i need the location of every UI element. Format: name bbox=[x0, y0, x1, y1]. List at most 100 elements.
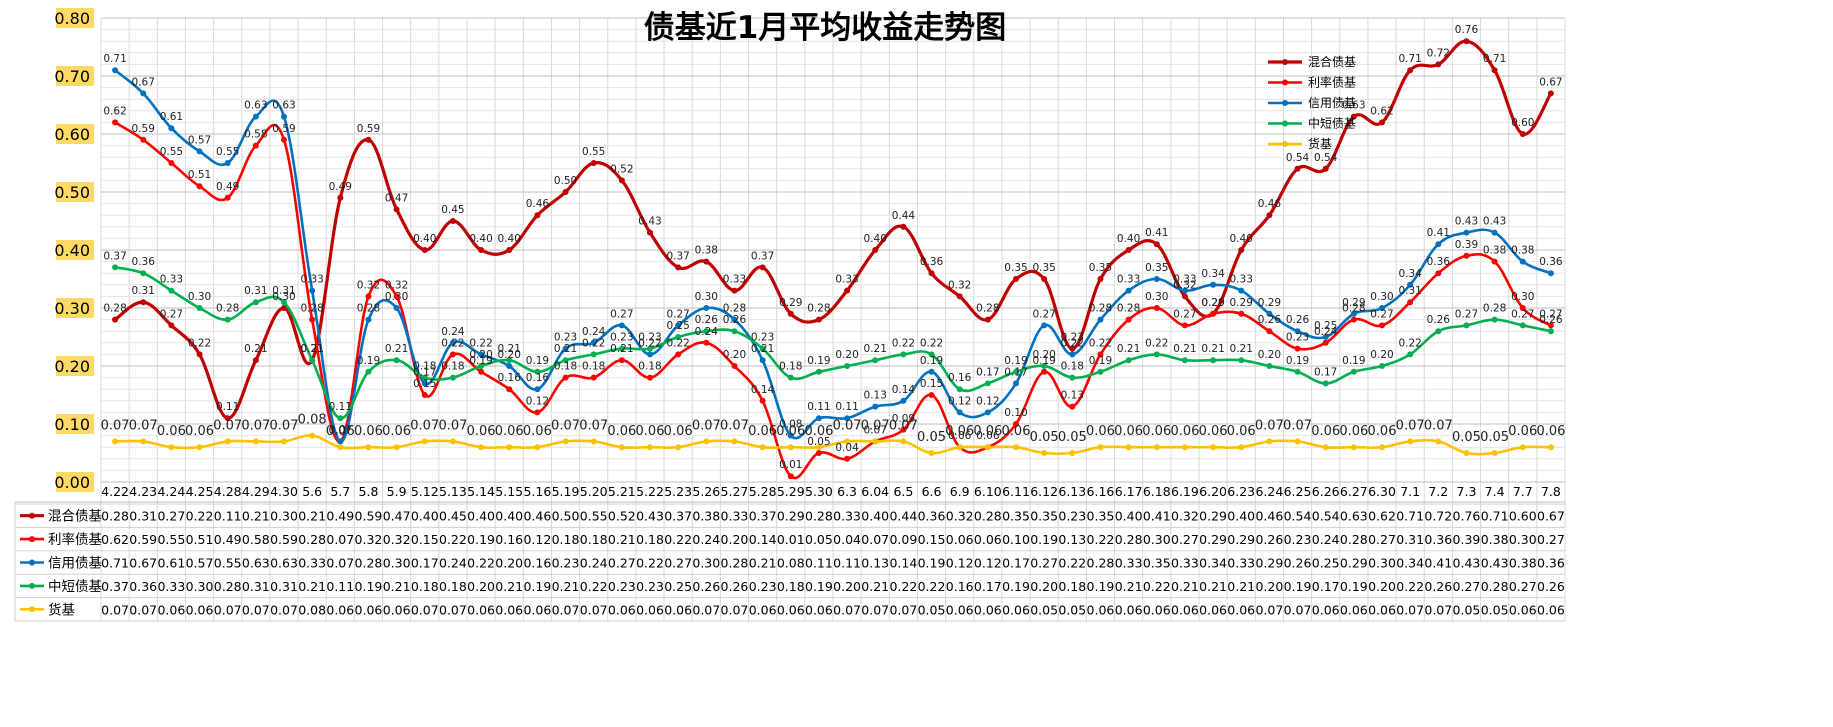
x-tick-label: 5.20 bbox=[580, 484, 608, 499]
data-point bbox=[1407, 281, 1414, 288]
table-cell: 0.06 bbox=[1312, 602, 1340, 617]
table-cell: 0.59 bbox=[355, 509, 383, 524]
data-label: 0.06 bbox=[1199, 424, 1228, 439]
table-cell: 0.18 bbox=[439, 579, 467, 594]
y-tick-label: 0.20 bbox=[54, 357, 90, 376]
data-point bbox=[787, 310, 794, 317]
data-point bbox=[984, 444, 991, 451]
data-point bbox=[1210, 310, 1217, 317]
data-point bbox=[1322, 444, 1329, 451]
data-label: 0.30 bbox=[385, 291, 408, 303]
table-cell: 0.58 bbox=[242, 532, 270, 547]
table-cell: 0.06 bbox=[1227, 602, 1255, 617]
data-label: 0.05 bbox=[1452, 430, 1481, 445]
table-cell: 0.25 bbox=[1312, 556, 1340, 571]
table-cell: 0.20 bbox=[1030, 579, 1058, 594]
data-label: 0.16 bbox=[948, 372, 972, 384]
table-cell: 0.22 bbox=[636, 556, 664, 571]
table-cell: 0.44 bbox=[889, 509, 917, 524]
table-row-header: 信用债基 bbox=[48, 555, 102, 572]
data-label: 0.23 bbox=[751, 332, 774, 344]
legend-swatch-marker bbox=[1282, 79, 1288, 86]
data-label: 0.35 bbox=[1004, 262, 1027, 274]
data-label: 0.60 bbox=[1511, 117, 1534, 129]
data-label: 0.20 bbox=[1370, 349, 1393, 361]
table-cell: 0.19 bbox=[918, 556, 946, 571]
data-point bbox=[478, 368, 485, 375]
data-point bbox=[1041, 450, 1048, 456]
data-label: 0.31 bbox=[272, 285, 295, 297]
table-cell: 0.71 bbox=[1481, 509, 1509, 524]
table-cell: 0.07 bbox=[326, 556, 354, 571]
table-cell: 0.06 bbox=[664, 602, 692, 617]
data-point bbox=[140, 299, 147, 306]
x-tick-label: 7.4 bbox=[1485, 484, 1505, 499]
data-label: 0.51 bbox=[188, 169, 211, 181]
x-tick-label: 5.28 bbox=[749, 484, 777, 499]
data-label: 0.19 bbox=[526, 355, 549, 367]
data-point bbox=[1069, 374, 1076, 381]
data-label: 0.16 bbox=[526, 372, 550, 384]
data-label: 0.24 bbox=[441, 326, 465, 338]
data-point bbox=[731, 287, 738, 294]
data-label: 0.24 bbox=[695, 326, 719, 338]
data-point bbox=[365, 368, 372, 375]
table-cell: 0.22 bbox=[664, 532, 692, 547]
data-label: 0.28 bbox=[216, 303, 239, 315]
table-cell: 0.33 bbox=[1115, 556, 1143, 571]
legend-swatch-marker bbox=[1282, 100, 1288, 106]
table-cell: 0.15 bbox=[411, 532, 439, 547]
table-cell: 0.57 bbox=[186, 556, 214, 571]
x-tick-label: 5.14 bbox=[467, 484, 495, 499]
table-cell: 0.12 bbox=[974, 556, 1002, 571]
data-point bbox=[1350, 368, 1357, 375]
chart-title: 债基近1月平均收益走势图 bbox=[644, 10, 1007, 46]
table-cell: 0.34 bbox=[1199, 556, 1227, 571]
data-point bbox=[1153, 305, 1160, 311]
table-cell: 0.40 bbox=[861, 509, 889, 524]
data-label: 0.20 bbox=[498, 349, 521, 361]
table-cell: 0.27 bbox=[1030, 556, 1058, 571]
table-cell: 0.27 bbox=[1509, 579, 1537, 594]
data-label: 0.07 bbox=[833, 418, 862, 433]
data-label: 0.06 bbox=[636, 424, 665, 439]
series-lines bbox=[112, 38, 1554, 480]
x-tick-label: 6.11 bbox=[1002, 484, 1030, 499]
table-cell: 0.28 bbox=[1340, 532, 1368, 547]
table-cell: 0.08 bbox=[777, 556, 805, 571]
data-point bbox=[1238, 310, 1245, 317]
x-tick-label: 5.22 bbox=[636, 484, 664, 499]
x-tick-label: 6.25 bbox=[1284, 484, 1312, 499]
data-label: 0.26 bbox=[695, 314, 719, 326]
data-label: 0.27 bbox=[1511, 308, 1534, 320]
table-cell: 0.35 bbox=[1002, 509, 1030, 524]
data-label: 0.27 bbox=[1032, 308, 1055, 320]
table-cell: 0.33 bbox=[833, 509, 861, 524]
data-point bbox=[1125, 316, 1132, 323]
table-cell: 0.59 bbox=[270, 532, 298, 547]
table-cell: 0.19 bbox=[1340, 579, 1368, 594]
data-label: 0.23 bbox=[554, 332, 577, 344]
table-cell: 0.30 bbox=[270, 509, 298, 524]
table-cell: 0.28 bbox=[101, 509, 129, 524]
data-point bbox=[140, 438, 147, 445]
data-point bbox=[1210, 444, 1217, 451]
table-cell: 0.22 bbox=[1087, 532, 1115, 547]
table-cell: 0.41 bbox=[1424, 556, 1452, 571]
table-cell: 0.49 bbox=[214, 532, 242, 547]
data-label: 0.49 bbox=[216, 181, 239, 193]
data-point bbox=[675, 264, 682, 271]
table-cell: 0.01 bbox=[777, 532, 805, 547]
y-tick-label: 0.10 bbox=[54, 415, 90, 434]
data-point bbox=[647, 345, 653, 352]
table-cell: 0.07 bbox=[721, 602, 749, 617]
table-cell: 0.35 bbox=[1087, 509, 1115, 524]
x-tick-label: 5.7 bbox=[330, 484, 350, 499]
table-cell: 0.26 bbox=[721, 579, 749, 594]
data-label: 0.05 bbox=[807, 436, 830, 448]
table-cell: 0.62 bbox=[101, 532, 129, 547]
table-cell: 0.20 bbox=[467, 579, 495, 594]
data-point bbox=[478, 247, 485, 253]
data-point bbox=[478, 351, 485, 358]
data-label: 0.06 bbox=[945, 424, 974, 439]
